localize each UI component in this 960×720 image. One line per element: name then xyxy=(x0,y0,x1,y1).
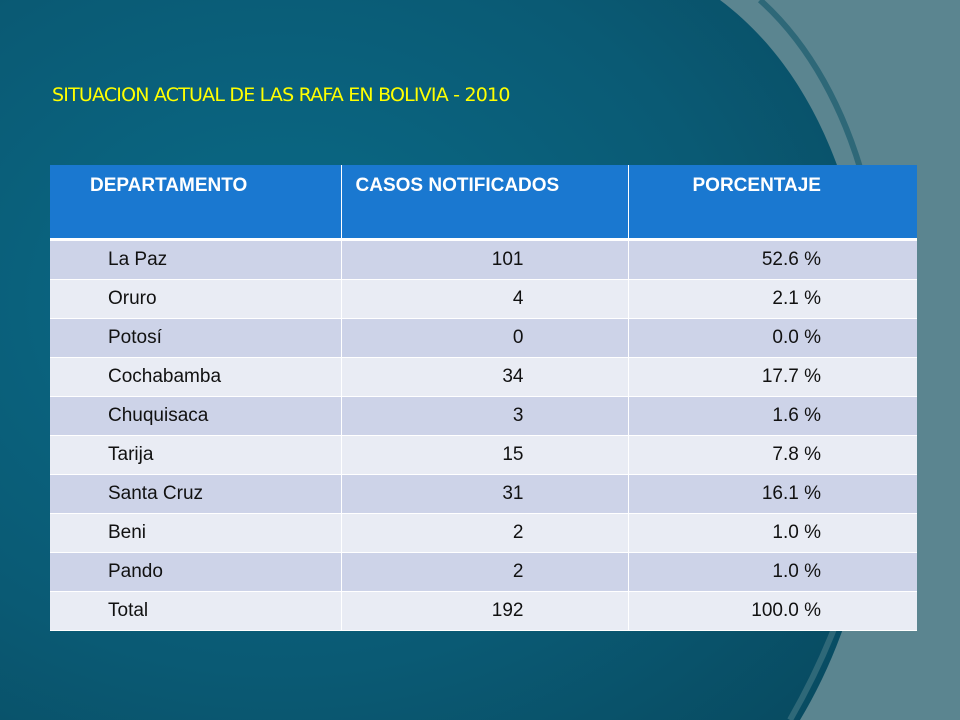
table-header-row: DEPARTAMENTO CASOS NOTIFICADOS PORCENTAJ… xyxy=(50,165,917,241)
cell-porcentaje: 16.1 % xyxy=(628,474,917,514)
table-row: Chuquisaca 3 1.6 % xyxy=(50,396,917,436)
data-table: DEPARTAMENTO CASOS NOTIFICADOS PORCENTAJ… xyxy=(50,165,917,631)
cell-departamento: Potosí xyxy=(50,318,342,358)
cell-departamento: Beni xyxy=(50,513,342,553)
table-row: Cochabamba 34 17.7 % xyxy=(50,357,917,397)
cell-casos: 0 xyxy=(341,318,629,358)
cell-casos: 2 xyxy=(341,513,629,553)
cell-casos: 15 xyxy=(341,435,629,475)
cell-departamento: Santa Cruz xyxy=(50,474,342,514)
header-porcentaje: PORCENTAJE xyxy=(628,165,917,241)
cell-casos: 4 xyxy=(341,279,629,319)
table-row-total: Total 192 100.0 % xyxy=(50,591,917,631)
header-casos-notificados: CASOS NOTIFICADOS xyxy=(341,165,629,241)
table-row: Oruro 4 2.1 % xyxy=(50,279,917,319)
header-departamento: DEPARTAMENTO xyxy=(50,165,342,241)
table-row: La Paz 101 52.6 % xyxy=(50,239,917,280)
cell-departamento: Pando xyxy=(50,552,342,592)
cell-porcentaje: 1.0 % xyxy=(628,552,917,592)
cell-porcentaje: 1.0 % xyxy=(628,513,917,553)
cell-casos: 192 xyxy=(341,591,629,631)
cell-porcentaje: 0.0 % xyxy=(628,318,917,358)
cell-casos: 101 xyxy=(341,239,629,280)
cell-porcentaje: 17.7 % xyxy=(628,357,917,397)
table-row: Beni 2 1.0 % xyxy=(50,513,917,553)
cell-departamento: Total xyxy=(50,591,342,631)
cell-porcentaje: 7.8 % xyxy=(628,435,917,475)
cell-casos: 3 xyxy=(341,396,629,436)
cell-porcentaje: 52.6 % xyxy=(628,239,917,280)
table-row: Tarija 15 7.8 % xyxy=(50,435,917,475)
cell-porcentaje: 100.0 % xyxy=(628,591,917,631)
slide-title: SITUACION ACTUAL DE LAS RAFA EN BOLIVIA … xyxy=(52,84,510,106)
cell-departamento: Oruro xyxy=(50,279,342,319)
cell-departamento: Cochabamba xyxy=(50,357,342,397)
cell-casos: 2 xyxy=(341,552,629,592)
cell-departamento: Chuquisaca xyxy=(50,396,342,436)
table-row: Potosí 0 0.0 % xyxy=(50,318,917,358)
cell-casos: 34 xyxy=(341,357,629,397)
cell-porcentaje: 1.6 % xyxy=(628,396,917,436)
cell-porcentaje: 2.1 % xyxy=(628,279,917,319)
cell-departamento: La Paz xyxy=(50,239,342,280)
cell-casos: 31 xyxy=(341,474,629,514)
table-row: Pando 2 1.0 % xyxy=(50,552,917,592)
table-row: Santa Cruz 31 16.1 % xyxy=(50,474,917,514)
cell-departamento: Tarija xyxy=(50,435,342,475)
